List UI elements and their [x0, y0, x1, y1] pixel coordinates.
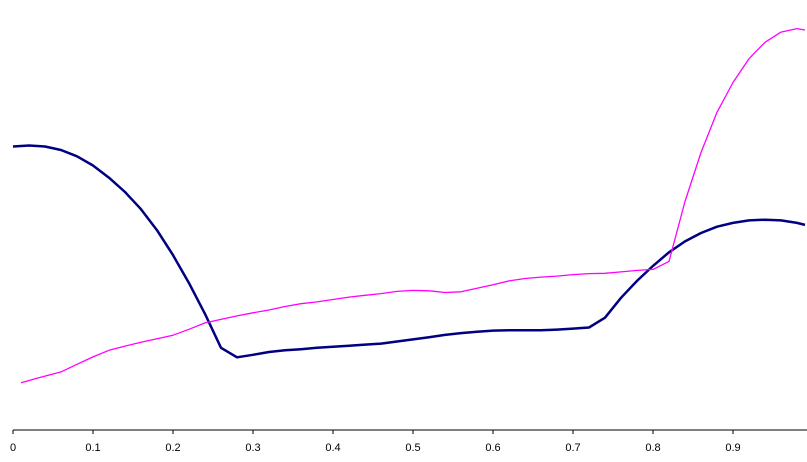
series-line-1 — [12, 144, 806, 359]
x-tick-label: 0.8 — [645, 442, 660, 454]
x-tick-label: 0 — [10, 442, 16, 454]
x-tick-label: 0.4 — [325, 442, 340, 454]
series-line-2 — [20, 27, 806, 384]
x-tick-labels: 0 0.1 0.2 0.3 0.4 0.5 0.6 0.7 0.8 0.9 — [10, 442, 741, 454]
x-tick-label: 0.9 — [725, 442, 740, 454]
x-tick-label: 0.6 — [485, 442, 500, 454]
x-tick-label: 0.1 — [85, 442, 100, 454]
x-axis — [12, 429, 807, 434]
x-tick-label: 0.2 — [165, 442, 180, 454]
x-tick-label: 0.7 — [565, 442, 580, 454]
x-tick-label: 0.5 — [405, 442, 420, 454]
series-group — [12, 27, 806, 384]
x-tick-label: 0.3 — [245, 442, 260, 454]
